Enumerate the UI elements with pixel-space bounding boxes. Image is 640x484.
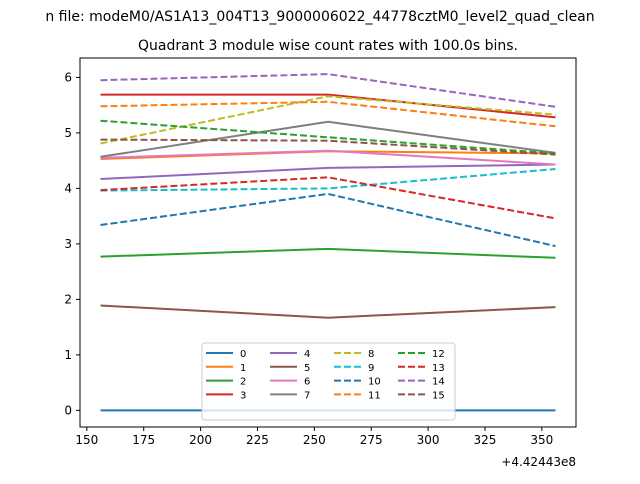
legend-label-9: 9	[368, 363, 374, 374]
legend-label-14: 14	[432, 377, 445, 388]
x-tick-label: 175	[132, 433, 155, 447]
legend-label-7: 7	[304, 390, 310, 401]
axes-frame	[79, 57, 577, 428]
legend-label-5: 5	[304, 363, 310, 374]
y-tick-label: 6	[64, 70, 72, 84]
legend-label-6: 6	[304, 377, 310, 388]
x-tick-label: 250	[303, 433, 326, 447]
x-tick-label: 225	[246, 433, 269, 447]
y-tick-label: 1	[64, 348, 72, 362]
y-tick-label: 4	[64, 181, 72, 195]
legend-label-4: 4	[304, 349, 310, 360]
series-line-9	[100, 168, 556, 192]
series-line-2	[100, 247, 556, 259]
x-tick-label: 150	[75, 433, 98, 447]
legend-label-3: 3	[240, 390, 246, 401]
series-line-5	[100, 304, 556, 319]
legend-label-15: 15	[432, 390, 445, 401]
legend-label-0: 0	[240, 349, 246, 360]
y-tick-label: 2	[64, 292, 72, 306]
y-tick-label: 5	[64, 126, 72, 140]
series-line-10	[100, 192, 556, 248]
legend-label-13: 13	[432, 363, 445, 374]
x-tick-label: 350	[530, 433, 553, 447]
series-line-7	[100, 120, 556, 158]
y-tick-label: 3	[64, 237, 72, 251]
plot-area	[100, 73, 556, 412]
series-line-8	[100, 95, 556, 145]
series-line-4	[100, 163, 556, 180]
legend-label-8: 8	[368, 349, 374, 360]
chart-title: Quadrant 3 module wise count rates with …	[138, 38, 518, 54]
legend-label-1: 1	[240, 363, 246, 374]
x-tick-label: 325	[474, 433, 497, 447]
legend-label-2: 2	[240, 377, 246, 388]
x-tick-label: 200	[189, 433, 212, 447]
series-line-6	[100, 149, 556, 166]
series-line-15	[100, 138, 556, 156]
legend-label-12: 12	[432, 349, 445, 360]
series-line-14	[100, 73, 556, 108]
y-tick-label: 0	[64, 403, 72, 417]
series-line-12	[100, 119, 556, 155]
legend-label-10: 10	[368, 377, 381, 388]
x-axis-offset-label: +4.42443e8	[501, 455, 576, 469]
series-line-11	[100, 100, 556, 128]
x-tick-label: 275	[360, 433, 383, 447]
series-line-3	[100, 93, 556, 119]
legend-frame	[201, 342, 456, 421]
figure-suptitle: n file: modeM0/AS1A13_004T13_9000006022_…	[45, 9, 594, 25]
x-tick-label: 300	[417, 433, 440, 447]
legend-label-11: 11	[368, 390, 381, 401]
series-line-13	[100, 176, 556, 220]
